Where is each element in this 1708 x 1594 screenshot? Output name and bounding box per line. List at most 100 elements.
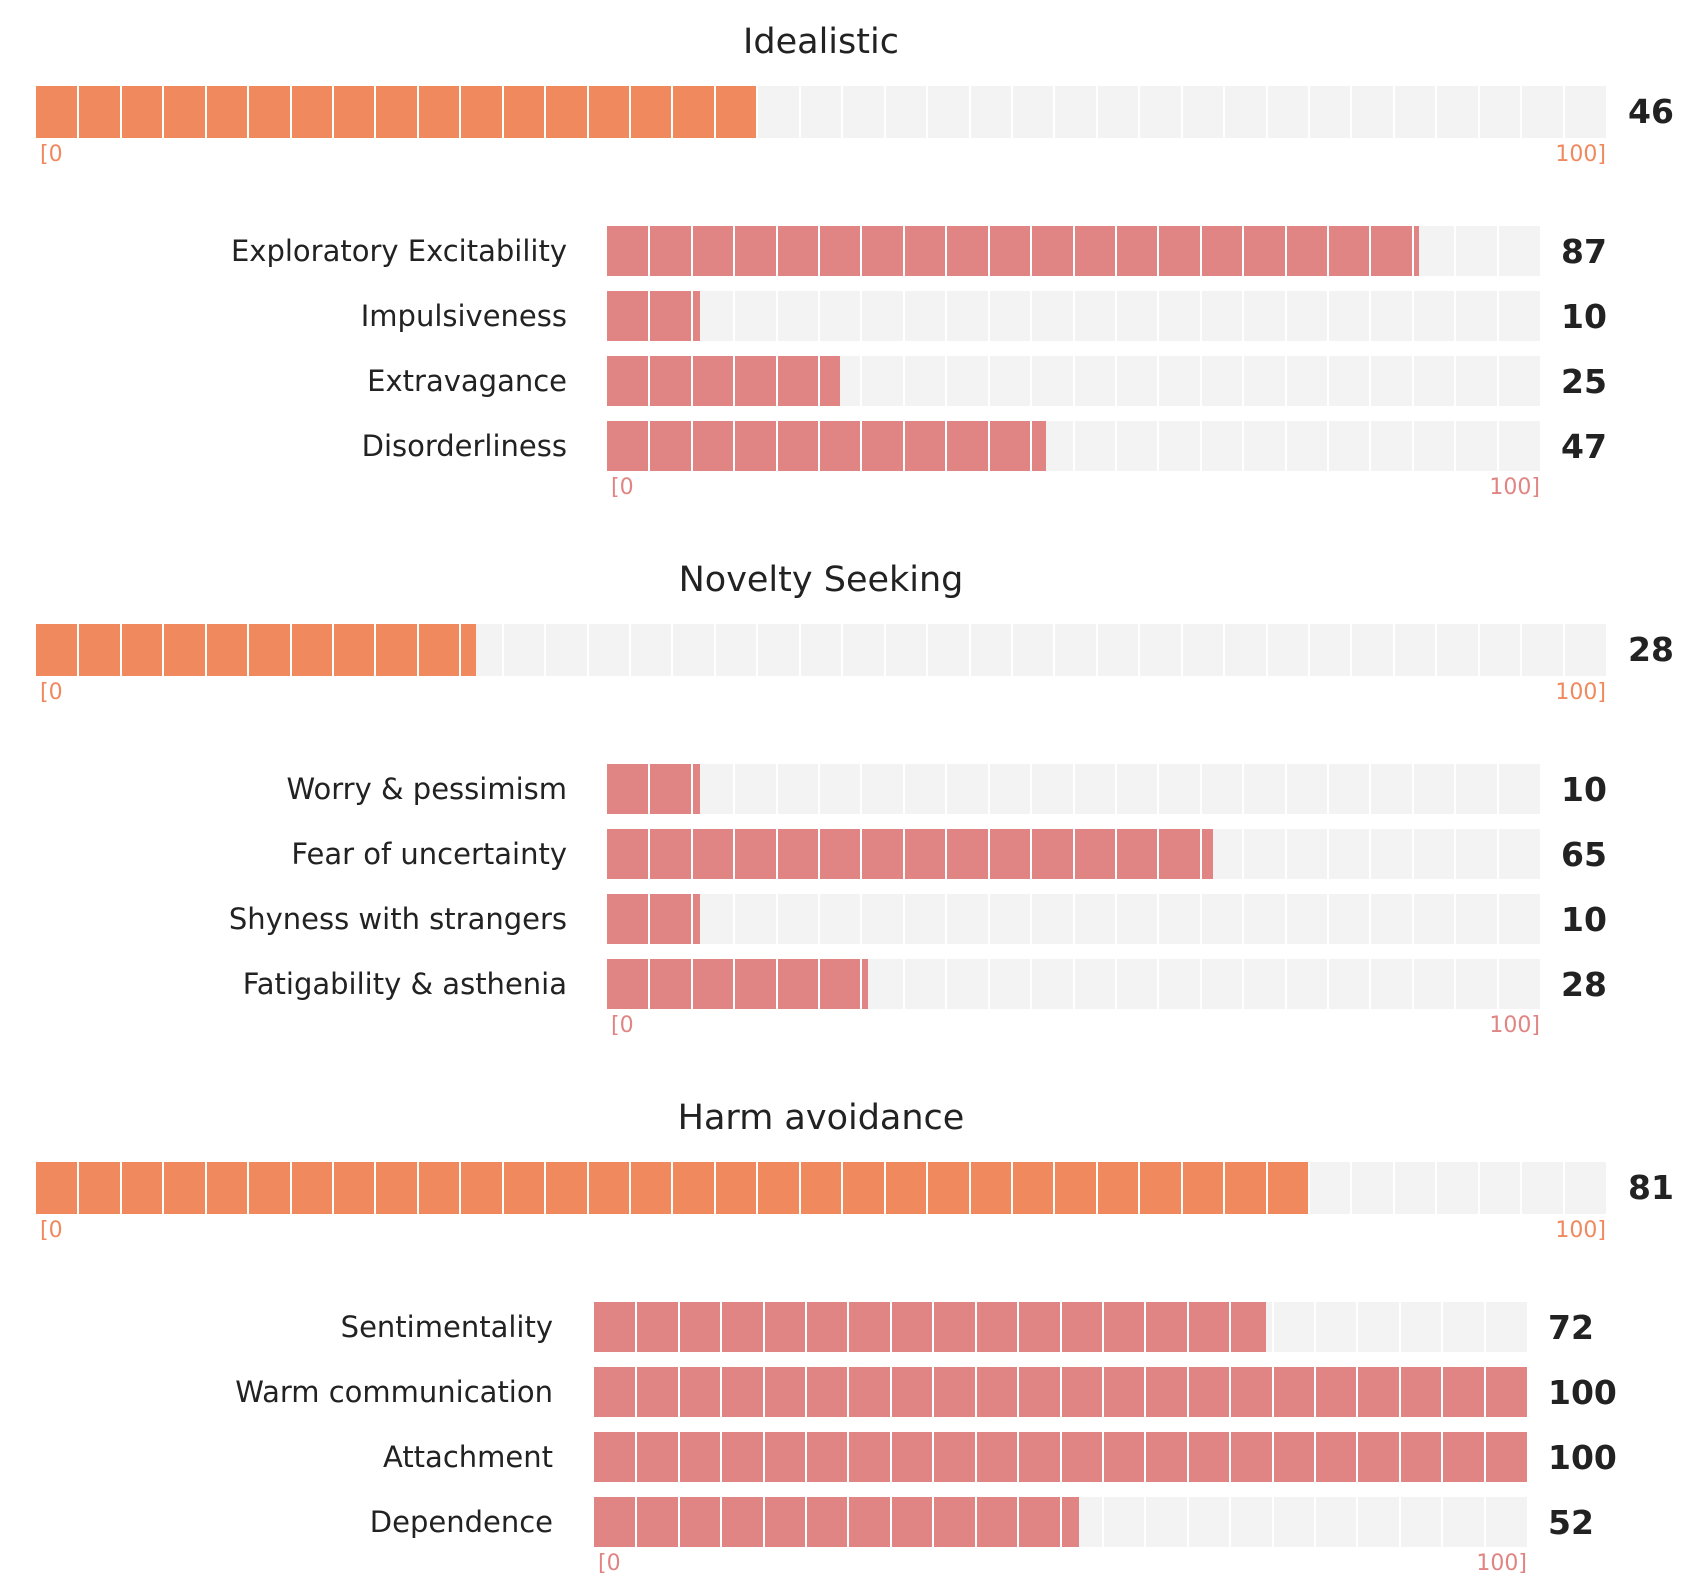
section-title-idealistic: Idealistic: [743, 22, 899, 62]
main-idealistic-scale-min: [0: [40, 142, 63, 167]
main-bar-novelty-seeking-segment-divider: [416, 624, 419, 676]
subscale-bar-exploratory-excitability-segment-divider: [1072, 226, 1075, 276]
main-bar-idealistic-segment-divider: [1562, 86, 1565, 138]
subscale-bar-warm-communication-segment-divider: [932, 1367, 935, 1417]
subscale-bar-disorderliness-segment-divider: [1496, 421, 1499, 471]
subscale-label-extravagance: Extravagance: [367, 364, 567, 398]
subscale-bar-extravagance-segment-divider: [1284, 356, 1287, 406]
subscale-bar-fatigability-asthenia-segment-divider: [1114, 959, 1117, 1009]
main-bar-novelty-seeking-segment-divider: [841, 624, 844, 676]
subscale-bar-attachment-segment-divider: [635, 1432, 638, 1482]
subscale-bar-fatigability-asthenia-track: [607, 959, 1540, 1009]
main-bar-idealistic-segment-divider: [883, 86, 886, 138]
main-bar-novelty-seeking-segment-divider: [586, 624, 589, 676]
subscale-bar-worry-pessimism-segment-divider: [818, 764, 821, 814]
subscale-bar-impulsiveness-segment-divider: [1369, 291, 1372, 341]
main-bar-harm-avoidance-segment-divider: [629, 1162, 632, 1214]
subscale-bar-extravagance-segment-divider: [1411, 356, 1414, 406]
main-bar-idealistic-segment-divider: [841, 86, 844, 138]
subscale-bar-exploratory-excitability-segment-divider: [1157, 226, 1160, 276]
subscale-bar-shyness-with-strangers-segment-divider: [1030, 894, 1033, 944]
subscale-bar-attachment-segment-divider: [1017, 1432, 1020, 1482]
main-bar-novelty-seeking-segment-divider: [1180, 624, 1183, 676]
main-bar-novelty-seeking-fill: [36, 624, 476, 676]
main-bar-harm-avoidance-segment-divider: [968, 1162, 971, 1214]
subscale-bar-extravagance-segment-divider: [1114, 356, 1117, 406]
subscale-bar-extravagance-segment-divider: [1030, 356, 1033, 406]
subscale-bar-sentimentality-segment-divider: [762, 1302, 765, 1352]
subscale-bar-fatigability-asthenia-segment-divider: [775, 959, 778, 1009]
subscale-bar-fear-of-uncertainty-segment-divider: [1496, 829, 1499, 879]
main-bar-novelty-seeking-segment-divider: [1435, 624, 1438, 676]
subscale-bar-shyness-with-strangers-segment-divider: [775, 894, 778, 944]
subscale-bar-fatigability-asthenia-segment-divider: [1030, 959, 1033, 1009]
subscale-bar-dependence-segment-divider: [1313, 1497, 1316, 1547]
subscale-bar-exploratory-excitability-segment-divider: [690, 226, 693, 276]
main-bar-idealistic-segment-divider: [798, 86, 801, 138]
subscale-bar-sentimentality-segment-divider: [677, 1302, 680, 1352]
subscale-bar-warm-communication-segment-divider: [1313, 1367, 1316, 1417]
subscale-bar-warm-communication-segment-divider: [1398, 1367, 1401, 1417]
subscale-label-dependence: Dependence: [369, 1505, 553, 1539]
subscale-bar-extravagance-segment-divider: [818, 356, 821, 406]
subscale-bar-attachment-segment-divider: [805, 1432, 808, 1482]
subscale-bar-sentimentality-segment-divider: [1356, 1302, 1359, 1352]
subscale-bar-fatigability-asthenia-segment-divider: [945, 959, 948, 1009]
main-bar-harm-avoidance-segment-divider: [247, 1162, 250, 1214]
subscale-bar-sentimentality-segment-divider: [1101, 1302, 1104, 1352]
subscale-value-worry-pessimism: 10: [1561, 770, 1607, 809]
subscale-bar-impulsiveness-segment-divider: [690, 291, 693, 341]
subscale-bar-exploratory-excitability-segment-divider: [1114, 226, 1117, 276]
subscale-bar-warm-communication-segment-divider: [635, 1367, 638, 1417]
main-bar-idealistic-segment-divider: [162, 86, 165, 138]
subscale-bar-attachment-segment-divider: [1186, 1432, 1189, 1482]
subscale-bar-fear-of-uncertainty-segment-divider: [902, 829, 905, 879]
subscale-bar-fatigability-asthenia-segment-divider: [1496, 959, 1499, 1009]
subscale-value-fear-of-uncertainty: 65: [1561, 835, 1607, 874]
subscale-value-fatigability-asthenia: 28: [1561, 965, 1607, 1004]
subscale-bar-extravagance-segment-divider: [1454, 356, 1457, 406]
sub-idealistic-scale-max: 100]: [1489, 475, 1540, 500]
main-bar-idealistic-segment-divider: [1350, 86, 1353, 138]
subscale-bar-warm-communication-segment-divider: [762, 1367, 765, 1417]
subscale-bar-fear-of-uncertainty-segment-divider: [690, 829, 693, 879]
subscale-bar-extravagance-fill: [607, 356, 841, 406]
subscale-bar-exploratory-excitability-segment-divider: [648, 226, 651, 276]
subscale-bar-shyness-with-strangers-track: [607, 894, 1540, 944]
subscale-bar-fear-of-uncertainty-segment-divider: [1114, 829, 1117, 879]
subscale-bar-warm-communication-segment-divider: [847, 1367, 850, 1417]
subscale-bar-shyness-with-strangers-segment-divider: [1411, 894, 1414, 944]
subscale-bar-shyness-with-strangers-segment-divider: [1496, 894, 1499, 944]
subscale-bar-exploratory-excitability-fill: [607, 226, 1419, 276]
subscale-bar-sentimentality-segment-divider: [1483, 1302, 1486, 1352]
main-bar-harm-avoidance-segment-divider: [77, 1162, 80, 1214]
subscale-bar-sentimentality-segment-divider: [1313, 1302, 1316, 1352]
subscale-bar-worry-pessimism-segment-divider: [1411, 764, 1414, 814]
subscale-bar-sentimentality-segment-divider: [1271, 1302, 1274, 1352]
subscale-bar-worry-pessimism-segment-divider: [1072, 764, 1075, 814]
subscale-bar-sentimentality-segment-divider: [889, 1302, 892, 1352]
subscale-bar-disorderliness-segment-divider: [818, 421, 821, 471]
section-title-novelty-seeking: Novelty Seeking: [678, 560, 964, 600]
subscale-bar-fatigability-asthenia-segment-divider: [1284, 959, 1287, 1009]
subscale-bar-shyness-with-strangers-segment-divider: [690, 894, 693, 944]
subscale-bar-fear-of-uncertainty-segment-divider: [1157, 829, 1160, 879]
subscale-bar-impulsiveness-segment-divider: [818, 291, 821, 341]
main-bar-harm-avoidance-segment-divider: [1138, 1162, 1141, 1214]
main-bar-harm-avoidance-segment-divider: [671, 1162, 674, 1214]
main-bar-idealistic-segment-divider: [289, 86, 292, 138]
subscale-bar-impulsiveness-segment-divider: [945, 291, 948, 341]
subscale-bar-fear-of-uncertainty-segment-divider: [648, 829, 651, 879]
subscale-bar-fatigability-asthenia-segment-divider: [902, 959, 905, 1009]
main-bar-harm-avoidance-segment-divider: [883, 1162, 886, 1214]
main-bar-idealistic-segment-divider: [1265, 86, 1268, 138]
subscale-bar-extravagance-track: [607, 356, 1540, 406]
subscale-bar-sentimentality-segment-divider: [635, 1302, 638, 1352]
subscale-bar-worry-pessimism-fill: [607, 764, 701, 814]
subscale-bar-warm-communication-segment-divider: [1101, 1367, 1104, 1417]
subscale-bar-dependence-segment-divider: [932, 1497, 935, 1547]
subscale-bar-impulsiveness-segment-divider: [648, 291, 651, 341]
subscale-bar-fear-of-uncertainty-segment-divider: [1030, 829, 1033, 879]
main-bar-harm-avoidance-track: [36, 1162, 1606, 1214]
subscale-bar-exploratory-excitability-segment-divider: [1284, 226, 1287, 276]
